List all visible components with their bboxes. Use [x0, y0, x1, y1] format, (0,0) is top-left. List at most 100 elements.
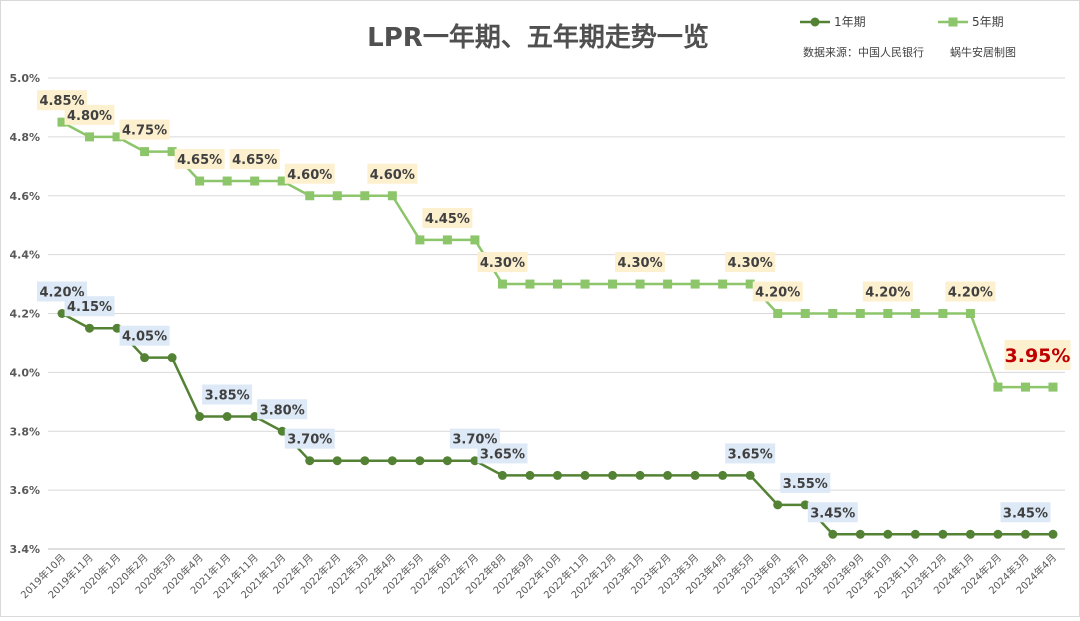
data-point-5y [580, 279, 590, 289]
data-point-5y [332, 191, 342, 201]
data-point-1y [745, 470, 755, 480]
data-label: 3.45% [1003, 506, 1048, 521]
data-point-1y [387, 456, 397, 466]
data-point-1y [305, 456, 315, 466]
data-label-bg [64, 104, 115, 125]
data-point-1y [1048, 529, 1058, 539]
data-point-5y [608, 279, 618, 289]
data-point-5y [553, 279, 562, 289]
data-point-1y [57, 309, 67, 318]
y-tick-label: 3.6% [9, 484, 40, 497]
data-label-bg [174, 149, 225, 170]
data-point-1y [580, 470, 590, 480]
data-label: 4.30% [618, 256, 663, 271]
data-label: 4.65% [177, 153, 222, 168]
data-point-1y [690, 470, 700, 480]
y-tick-label: 4.4% [9, 249, 40, 262]
data-labels-group: 4.20%4.15%4.05%3.85%3.80%3.70% 3.70%3.65%… [37, 90, 1071, 523]
y-tick-label: 5.0% [9, 72, 40, 85]
data-point-1y [250, 412, 260, 422]
data-point-5y [883, 309, 893, 318]
data-point-5y [965, 309, 975, 318]
data-label-bg [229, 149, 280, 170]
data-point-1y [195, 412, 205, 422]
data-label: 4.15% [67, 300, 112, 315]
data-point-5y [745, 279, 755, 289]
data-point-5y [718, 279, 728, 289]
data-point-1y [663, 470, 673, 480]
data-point-1y [442, 456, 452, 466]
data-point-5y [57, 117, 67, 127]
data-label: 4.80% [67, 109, 112, 124]
data-label-bg [477, 443, 528, 464]
data-label-bg [945, 281, 996, 302]
data-point-5y [635, 279, 645, 289]
data-point-1y [277, 426, 287, 436]
y-tick-label: 3.8% [9, 425, 40, 438]
gridlines [48, 77, 1065, 550]
data-label-bg [284, 428, 335, 449]
data-label: 4.20% [865, 286, 910, 301]
data-point-5y [497, 279, 507, 289]
data-point-1y [167, 353, 177, 363]
chart-title: LPR一年期、五年期走势一览 [367, 22, 709, 53]
data-point-1y [773, 500, 783, 510]
data-label: 4.65% [232, 153, 277, 168]
data-point-5y [828, 309, 838, 318]
data-label-bg [284, 163, 335, 184]
data-point-5y [470, 235, 480, 245]
data-label: 4.45% [425, 212, 470, 227]
data-point-1y [497, 470, 507, 480]
data-point-5y [222, 176, 232, 186]
data-source-note: 数据来源：中国人民银行 [803, 45, 924, 59]
data-label: 3.80% [260, 403, 305, 418]
data-point-1y [993, 529, 1003, 539]
data-point-5y [85, 132, 95, 142]
data-point-5y [1020, 382, 1030, 392]
series-group [57, 117, 1058, 539]
data-point-5y [387, 191, 397, 201]
data-point-1y [608, 470, 618, 480]
data-label: 4.75% [122, 124, 167, 139]
data-point-5y [910, 309, 920, 318]
legend-marker-5y [948, 17, 958, 27]
y-axis: 3.4% 3.6% 3.8% 4.0% 4.2% 4.4% 4.6% 4.8% 5.0% [9, 72, 40, 556]
data-point-5y [442, 235, 452, 245]
data-point-5y [663, 279, 673, 289]
y-tick-label: 4.0% [9, 366, 40, 379]
data-label: 4.05% [122, 330, 167, 345]
data-label: 4.20% [948, 286, 993, 301]
data-point-1y [1020, 529, 1030, 539]
data-point-5y [305, 191, 315, 201]
data-point-5y [415, 235, 425, 245]
data-label-bg [64, 296, 115, 317]
data-label-bg [752, 281, 803, 302]
data-point-1y [553, 470, 562, 480]
data-label-bg [202, 384, 253, 405]
data-point-5y [855, 309, 865, 318]
data-point-1y [828, 529, 838, 539]
data-label: 3.70% [287, 433, 332, 448]
data-point-1y [718, 470, 728, 480]
y-tick-label: 3.4% [9, 543, 40, 556]
data-label-bg [725, 443, 776, 464]
data-point-1y [800, 500, 810, 510]
data-label: 3.55% [783, 477, 828, 492]
chart-credit: 蜗牛安居制图 [950, 45, 1016, 59]
data-label-bg [1004, 340, 1071, 371]
data-label-bg [780, 472, 831, 493]
data-point-5y [112, 132, 122, 142]
data-point-5y [360, 191, 370, 201]
data-label: 3.45% [810, 506, 855, 521]
data-label: 3.65% [728, 447, 773, 462]
data-point-5y [195, 176, 205, 186]
data-label-bg [1000, 502, 1051, 523]
data-point-5y [800, 309, 810, 318]
data-point-1y [855, 529, 865, 539]
data-label: 4.20% [755, 286, 800, 301]
data-point-5y [1048, 382, 1058, 392]
data-label-bg [257, 399, 308, 420]
